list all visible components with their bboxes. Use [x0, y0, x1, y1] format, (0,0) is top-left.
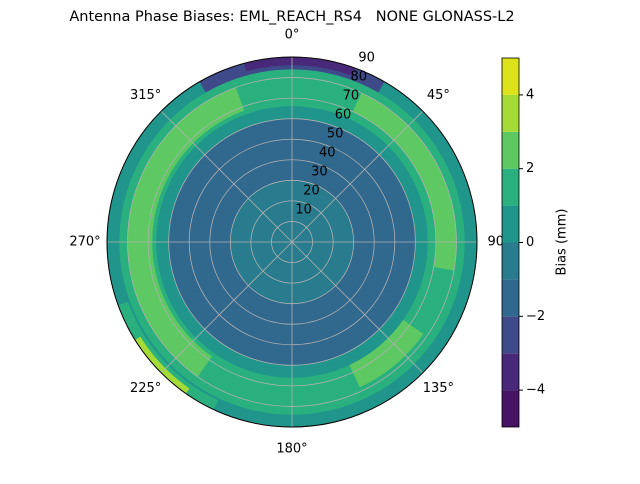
- r-tick-label: 60: [335, 107, 352, 122]
- r-tick-label: 20: [303, 183, 320, 198]
- colorbar-band: [502, 205, 519, 243]
- r-tick-label: 10: [295, 202, 312, 217]
- theta-tick-label: 270°: [69, 235, 100, 250]
- colorbar-label: Bias (mm): [555, 209, 570, 276]
- contour-region: [349, 319, 424, 388]
- colorbar-band: [502, 94, 519, 132]
- contour-region: [118, 301, 219, 410]
- r-tick-label: 30: [311, 164, 328, 179]
- colorbar-band: [502, 242, 519, 280]
- theta-tick-label: 225°: [130, 381, 161, 396]
- theta-tick-label: 315°: [130, 88, 161, 103]
- colorbar-band: [502, 390, 519, 427]
- polar-plot: 0°45°90°135°180°225°270°315°102030405060…: [69, 28, 510, 457]
- colorbar-tick-label: −4: [526, 383, 545, 398]
- chart-title: Antenna Phase Biases: EML_REACH_RS4 NONE…: [69, 9, 514, 25]
- contour-region: [352, 92, 457, 271]
- colorbar-tick-label: 0: [526, 235, 534, 250]
- colorbar-tick-label: −2: [526, 309, 545, 324]
- r-tick-label: 50: [327, 126, 344, 141]
- contour-region: [135, 336, 190, 394]
- theta-tick-label: 180°: [276, 442, 307, 457]
- r-tick-label: 90: [358, 50, 375, 65]
- colorbar-band: [502, 168, 519, 206]
- contour-region: [244, 57, 356, 76]
- theta-tick-label: 45°: [427, 88, 450, 103]
- colorbar-band: [502, 316, 519, 354]
- colorbar-band: [502, 353, 519, 391]
- contour-region: [127, 87, 245, 377]
- colorbar-tick-label: 2: [526, 161, 534, 176]
- r-tick-label: 80: [350, 69, 367, 84]
- theta-tick-label: 135°: [423, 381, 454, 396]
- colorbar-band: [502, 279, 519, 317]
- colorbar-band: [502, 58, 519, 95]
- r-tick-label: 70: [343, 88, 360, 103]
- grid-spoke: [160, 241, 293, 374]
- colorbar-band: [502, 131, 519, 169]
- plot-frame: [106, 56, 478, 428]
- colorbar-tick-label: 4: [526, 87, 534, 102]
- colorbar: −4 −2 0 2 4 Bias (mm): [501, 57, 570, 428]
- grid-spoke: [160, 110, 293, 243]
- grid-spoke: [291, 110, 424, 243]
- r-tick-label: 40: [319, 145, 336, 160]
- grid-spoke: [291, 241, 424, 374]
- theta-tick-label: 0°: [285, 28, 300, 43]
